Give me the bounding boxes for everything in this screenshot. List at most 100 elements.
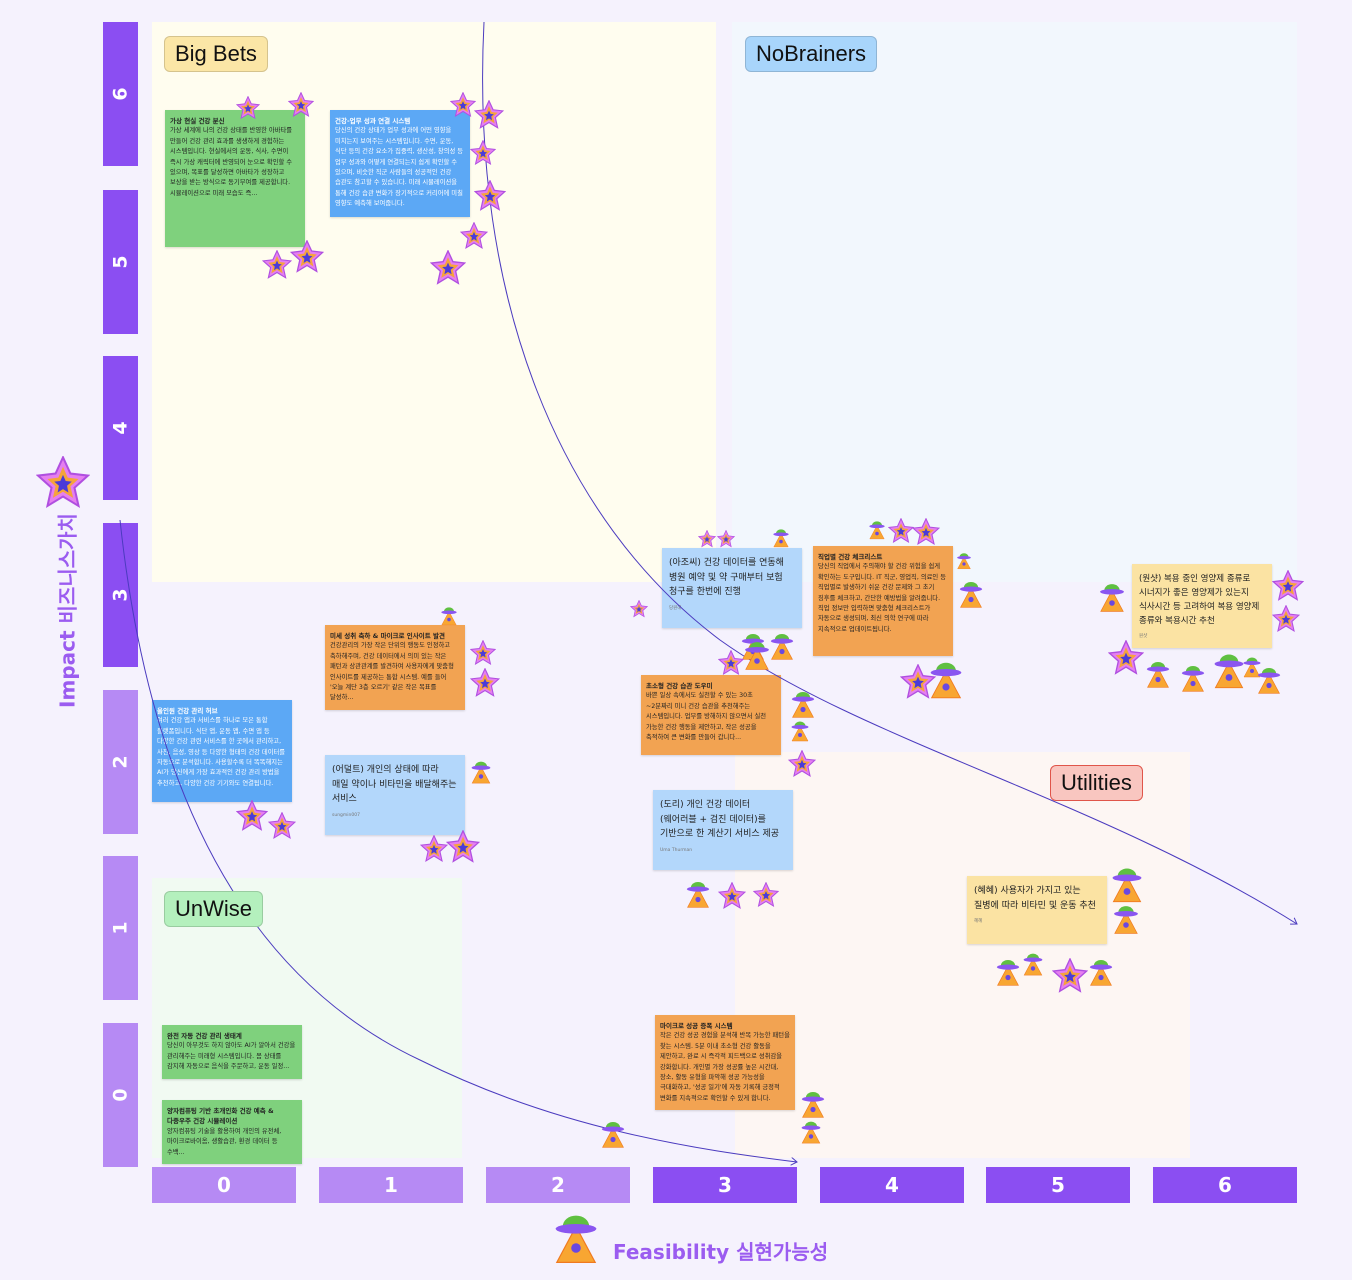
ufo-icon[interactable] [995,958,1021,987]
ufo-icon[interactable] [1145,660,1171,689]
sticky-note[interactable]: 완전 자동 건강 관리 생태계 당신이 아무것도 하지 않아도 AI가 알아서 건… [162,1025,302,1079]
ufo-icon[interactable] [685,880,711,909]
star-icon[interactable] [717,881,747,910]
star-icon[interactable] [419,834,449,863]
sticky-note[interactable]: 양자컴퓨팅 기반 초개인화 건강 예측 & 다중우주 건강 시뮬레이션 양자컴퓨팅… [162,1100,302,1165]
star-icon[interactable] [235,95,261,120]
note-body: 가상 세계에 나의 건강 상태를 반영한 아바타를 만들어 건강 관리 효과를 … [170,127,293,197]
star-icon[interactable] [787,749,817,778]
ufo-icon[interactable] [1088,958,1114,987]
ufo-icon[interactable] [470,760,492,784]
sticky-note[interactable]: (원샷) 복용 중인 영양제 종류로 시너지가 좋은 영양제가 있는지 식사시간… [1132,564,1272,648]
star-icon[interactable] [469,639,497,666]
y-axis-title: Impact 비즈니스가치 [55,513,80,708]
ufo-icon[interactable] [868,520,886,540]
sticky-note[interactable]: 건강-업무 성과 연결 시스템 당신의 건강 상태가 업무 성과에 어떤 영향을 … [330,110,470,217]
note-body: (어덜트) 개인의 상태에 따라 매일 약이나 비타민을 배달해주는 서비스 [332,765,457,804]
note-body: 당신의 직업에서 주의해야 할 건강 위험을 쉽게 확인하는 도구입니다. IT… [818,563,946,633]
ufo-icon[interactable] [1256,666,1282,695]
star-icon[interactable] [429,249,467,286]
x-tick-5: 5 [986,1167,1130,1203]
y-tick-2: 2 [103,690,138,834]
star-icon[interactable] [887,517,915,544]
note-body: (혜혜) 사용자가 가지고 있는 질병에 따라 비타민 및 운동 추천 [974,886,1096,911]
star-icon[interactable] [469,139,497,166]
star-icon[interactable] [752,881,780,908]
ufo-icon[interactable] [1180,664,1206,693]
ufo-icon[interactable] [1110,866,1144,903]
note-body: 건강관리의 가장 작은 단위의 행동도 인정하고 축하해주며, 건강 데이터에서… [330,642,454,702]
label-no-brainers[interactable]: NoBrainers [745,36,878,72]
ufo-icon[interactable] [1022,952,1044,976]
ufo-icon[interactable] [928,660,964,700]
ufo-icon[interactable] [790,690,816,719]
star-icon[interactable] [697,529,717,548]
x-tick-6: 6 [1153,1167,1297,1203]
ufo-icon[interactable] [552,1212,600,1265]
sticky-note[interactable]: (혜혜) 사용자가 가지고 있는 질병에 따라 비타민 및 운동 추천 혜혜 [967,876,1107,944]
ufo-icon[interactable] [769,632,795,661]
ufo-icon[interactable] [1098,582,1126,613]
star-icon[interactable] [1051,957,1089,994]
star-icon[interactable] [629,599,649,618]
star-icon[interactable] [289,239,325,274]
ufo-icon[interactable] [790,720,810,742]
star-icon[interactable] [459,221,489,250]
sticky-note[interactable]: 올인원 건강 관리 허브 여러 건강 앱과 서비스를 하나로 모은 통합 플랫폼입… [152,700,292,802]
label-big-bets[interactable]: Big Bets [164,36,268,72]
note-title: 미세 성취 축하 & 마이크로 인사이트 발견 [330,632,445,640]
star-icon[interactable] [1271,569,1305,602]
star-icon[interactable] [267,811,297,840]
star-icon[interactable] [1271,604,1301,633]
sticky-note[interactable]: 초소형 건강 습관 도우미 바쁜 일상 속에서도 실천할 수 있는 30초~2분짜… [641,675,781,755]
star-icon[interactable] [911,517,941,546]
ufo-icon[interactable] [800,1090,826,1119]
sticky-note[interactable]: (도리) 개인 건강 데이터 (웨어러블 + 검진 데이터)를 기반으로 한 계… [653,790,793,870]
y-tick-label: 1 [109,921,132,935]
star-icon[interactable] [473,99,505,130]
star-icon[interactable] [287,91,315,118]
note-body: 양자컴퓨팅 기술을 활용하여 개인의 유전체, 마이크로바이옴, 생활습관, 환… [167,1127,282,1156]
note-title: 올인원 건강 관리 허브 [157,707,218,715]
ufo-icon[interactable] [743,640,771,671]
sticky-note[interactable]: (어덜트) 개인의 상태에 따라 매일 약이나 비타민을 배달해주는 서비스 su… [325,755,465,835]
star-icon[interactable] [469,667,501,698]
star-icon[interactable] [717,649,745,676]
ufo-icon[interactable] [1212,652,1246,689]
y-tick-label: 3 [109,588,132,602]
star-icon[interactable] [235,799,269,832]
x-tick-0: 0 [152,1167,296,1203]
label-unwise[interactable]: UnWise [164,891,264,927]
star-icon[interactable] [449,91,477,118]
note-body: (아조씨) 건강 데이터를 연동해 병원 예약 및 약 구매부터 보험 청구를 … [669,558,784,597]
star-icon[interactable] [899,663,937,700]
star-icon[interactable] [1107,639,1145,676]
star-icon[interactable] [35,454,91,510]
y-tick-label: 5 [109,255,132,269]
ufo-icon[interactable] [1112,904,1140,935]
note-title: 직업별 건강 체크리스트 [818,553,883,561]
y-tick-label: 2 [109,755,132,769]
ufo-icon[interactable] [1242,656,1262,678]
star-icon[interactable] [716,529,736,548]
x-tick-1: 1 [319,1167,463,1203]
note-body: 바쁜 일상 속에서도 실천할 수 있는 30초~2분짜리 미니 건강 습관을 추… [646,692,767,742]
note-title: 마이크로 성공 증폭 시스템 [660,1022,733,1030]
label-utilities[interactable]: Utilities [1050,765,1143,801]
ufo-icon[interactable] [800,1120,822,1144]
ufo-icon[interactable] [956,552,972,570]
ufo-icon[interactable] [958,580,984,609]
note-title: 가상 현실 건강 분신 [170,117,225,125]
ufo-icon[interactable] [440,606,458,626]
star-icon[interactable] [445,829,481,864]
ufo-icon[interactable] [600,1120,626,1149]
sticky-note[interactable]: (아조씨) 건강 데이터를 연동해 병원 예약 및 약 구매부터 보험 청구를 … [662,548,802,628]
sticky-note[interactable]: 마이크로 성공 증폭 시스템 작은 건강 성공 경험을 분석해 반복 가능한 패턴… [655,1015,795,1111]
note-author: 당원해 [669,605,682,611]
ufo-icon[interactable] [772,528,790,548]
star-icon[interactable] [261,249,293,280]
star-icon[interactable] [473,179,507,212]
